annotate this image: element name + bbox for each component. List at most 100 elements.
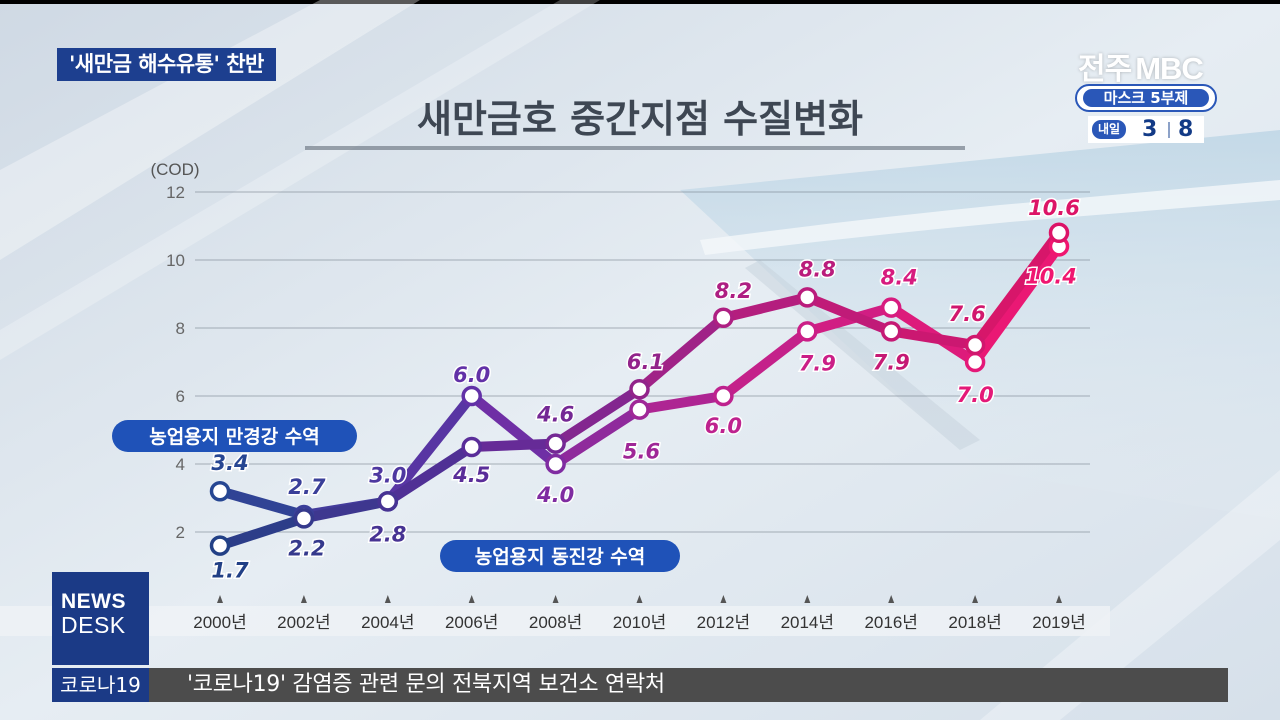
tomorrow-number-1: 3 — [1142, 117, 1158, 142]
title-underline — [305, 146, 965, 150]
x-tick-mark — [888, 595, 895, 603]
chart-title: 새만금호 중간지점 수질변화 — [417, 97, 863, 141]
data-label: 5.6 — [623, 440, 660, 464]
series-line-segment — [382, 442, 477, 507]
data-label: 7.9 — [799, 351, 836, 375]
tomorrow-panel: 내일 3 8 — [1088, 116, 1204, 143]
data-label: 8.8 — [799, 257, 836, 281]
broadcaster-logo: 전주 MBC — [1078, 44, 1204, 88]
data-point — [209, 480, 231, 502]
logo-local-text: 전주 — [1078, 52, 1132, 87]
data-point — [964, 334, 986, 356]
data-label: 6.1 — [627, 350, 664, 374]
data-point — [629, 399, 650, 420]
data-label: 3.4 — [211, 451, 248, 475]
data-label: 10.4 — [1025, 264, 1077, 288]
x-tick-label: 2018년 — [948, 613, 1001, 632]
data-point — [797, 287, 818, 308]
series-name-label: 농업용지 동진강 수역 — [475, 546, 646, 568]
data-labels: 3.4 2.7 3.0 6.0 4.0 5.6 6.0 7.9 8.4 7.0 10.4 1.7 2.2… — [210, 194, 1082, 584]
series-name-pill — [440, 540, 680, 572]
x-tick-label: 2019년 — [1032, 613, 1085, 632]
x-tick-label: 2004년 — [361, 613, 414, 632]
x-tick-label: 2016년 — [864, 613, 917, 632]
news-desk-logo: NEWS DESK — [52, 572, 149, 665]
data-point — [209, 535, 231, 556]
y-tick-label: 12 — [166, 183, 185, 202]
data-point — [545, 453, 566, 475]
series-lines — [215, 227, 1064, 551]
data-label: 7.6 — [948, 302, 985, 326]
x-tick-label: 2012년 — [697, 613, 750, 632]
series-line-segment — [970, 227, 1064, 350]
ticker-tag: 코로나19 — [52, 668, 149, 702]
x-tick-mark — [1056, 595, 1062, 603]
x-tick-mark — [300, 595, 307, 603]
data-label: 2.2 — [288, 536, 325, 560]
x-tick-label: 2006년 — [445, 613, 498, 632]
tomorrow-label: 내일 — [1092, 120, 1127, 139]
series-name-pill — [112, 420, 357, 452]
data-label: 8.2 — [715, 279, 752, 303]
y-tick-label: 4 — [176, 455, 185, 474]
series-line-segment — [215, 486, 309, 520]
data-label: 10.6 — [1028, 196, 1080, 220]
tomorrow-divider — [1168, 122, 1170, 138]
data-point — [377, 491, 399, 512]
data-label: 3.0 — [369, 463, 406, 487]
x-tick-label: 2014년 — [781, 613, 834, 632]
x-tick-label: 2000년 — [193, 613, 246, 632]
x-tick-mark — [468, 595, 475, 603]
series-line-segment — [886, 326, 981, 350]
series-line-segment — [550, 384, 645, 449]
data-label: 2.8 — [369, 522, 406, 546]
series-points — [209, 222, 1070, 556]
series-line-segment — [634, 312, 729, 395]
x-tick-mark — [217, 595, 223, 603]
data-point — [713, 385, 734, 407]
x-tick-mark — [720, 595, 727, 603]
series-line-segment — [215, 513, 309, 551]
y-axis-label: (COD) — [150, 160, 199, 179]
y-tick-labels: 2 4 6 8 10 12 — [166, 183, 185, 542]
data-label: 7.0 — [956, 383, 993, 407]
series-line-segment — [382, 391, 477, 507]
series-line-segment — [550, 404, 645, 469]
data-point — [880, 321, 902, 342]
x-tick-mark — [552, 595, 559, 603]
data-label: 4.0 — [536, 483, 574, 507]
data-label: 4.6 — [536, 403, 574, 427]
news-desk-line2: DESK — [61, 612, 126, 638]
x-tick-labels: 2000년 2002년 2004년 2006년 2008년 2010년 2012년 2014년… — [193, 595, 1086, 632]
mask-info-badge: 마스크 5부제 — [1075, 84, 1217, 112]
series-line-segment — [466, 438, 561, 452]
x-tick-mark — [804, 595, 811, 603]
data-label: 2.7 — [288, 475, 326, 499]
x-tick-mark — [972, 595, 979, 603]
topic-banner: '새만금 해수유통' 찬반 — [57, 48, 276, 81]
data-point — [713, 307, 734, 329]
data-point — [797, 321, 818, 342]
mask-info-title: 마스크 5부제 — [1083, 89, 1209, 107]
data-label: 8.4 — [881, 266, 918, 290]
series-line-segment — [298, 496, 393, 524]
data-point — [545, 433, 566, 454]
series-line-segment — [970, 241, 1064, 367]
data-point — [461, 436, 482, 458]
x-tick-label: 2002년 — [277, 613, 330, 632]
data-label: 1.7 — [211, 559, 249, 583]
ticker-text: '코로나19' 감염증 관련 문의 전북지역 보건소 연락처 — [187, 672, 665, 697]
data-label: 6.0 — [705, 414, 742, 438]
data-point — [880, 297, 902, 318]
series-line-segment — [718, 326, 813, 401]
y-tick-label: 8 — [176, 319, 185, 338]
data-point — [629, 378, 650, 400]
data-label: 6.0 — [453, 363, 490, 387]
news-desk-line1: NEWS — [61, 590, 126, 613]
data-label: 7.9 — [873, 350, 910, 374]
data-point — [964, 351, 986, 373]
y-tick-label: 10 — [166, 251, 185, 270]
x-tick-mark — [636, 595, 643, 603]
